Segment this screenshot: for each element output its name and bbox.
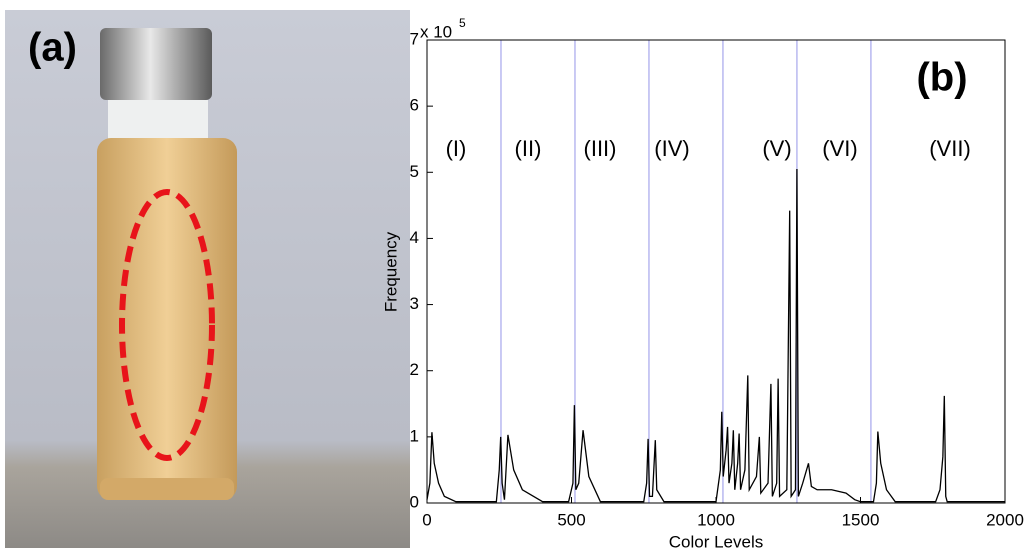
region-label: (I) — [446, 136, 467, 161]
region-label: (VI) — [822, 136, 857, 161]
y-tick-label: 2 — [410, 360, 419, 379]
chart: (b) Color Levels Frequency x 10 5 (I) (II… — [381, 16, 1023, 551]
x-tick-label: 0 — [422, 510, 431, 529]
vial-base — [100, 478, 234, 500]
y-tick-label: 0 — [410, 492, 419, 511]
y-tick-label: 4 — [410, 228, 419, 247]
data-line — [426, 168, 1005, 503]
x-tick-label: 1000 — [697, 510, 735, 529]
y-multiplier: x 10 — [420, 22, 452, 41]
plot-frame — [426, 39, 1006, 504]
y-tick-label: 3 — [410, 294, 419, 313]
y-axis-label: Frequency — [381, 231, 400, 312]
y-tick-label: 1 — [410, 426, 419, 445]
y-multiplier-exponent: 5 — [459, 16, 466, 30]
photo: (a) — [5, 10, 410, 548]
x-tick-label: 2000 — [986, 510, 1024, 529]
y-tick-label: 5 — [410, 162, 419, 181]
vial-cap — [100, 28, 212, 100]
panel-label: (b) — [916, 56, 967, 100]
x-axis-label: Color Levels — [669, 532, 764, 551]
x-tick-label: 500 — [557, 510, 585, 529]
highlight-ellipse — [119, 189, 215, 461]
y-tick-label: 6 — [410, 96, 419, 115]
region-label: (VII) — [929, 136, 971, 161]
panel-label: (a) — [28, 26, 77, 70]
vial-neck — [108, 100, 208, 140]
region-label: (IV) — [654, 136, 689, 161]
region-label: (II) — [515, 136, 542, 161]
region-label: (III) — [584, 136, 617, 161]
y-tick-label: 7 — [410, 29, 419, 48]
region-label: (V) — [762, 136, 791, 161]
x-tick-label: 1500 — [842, 510, 880, 529]
